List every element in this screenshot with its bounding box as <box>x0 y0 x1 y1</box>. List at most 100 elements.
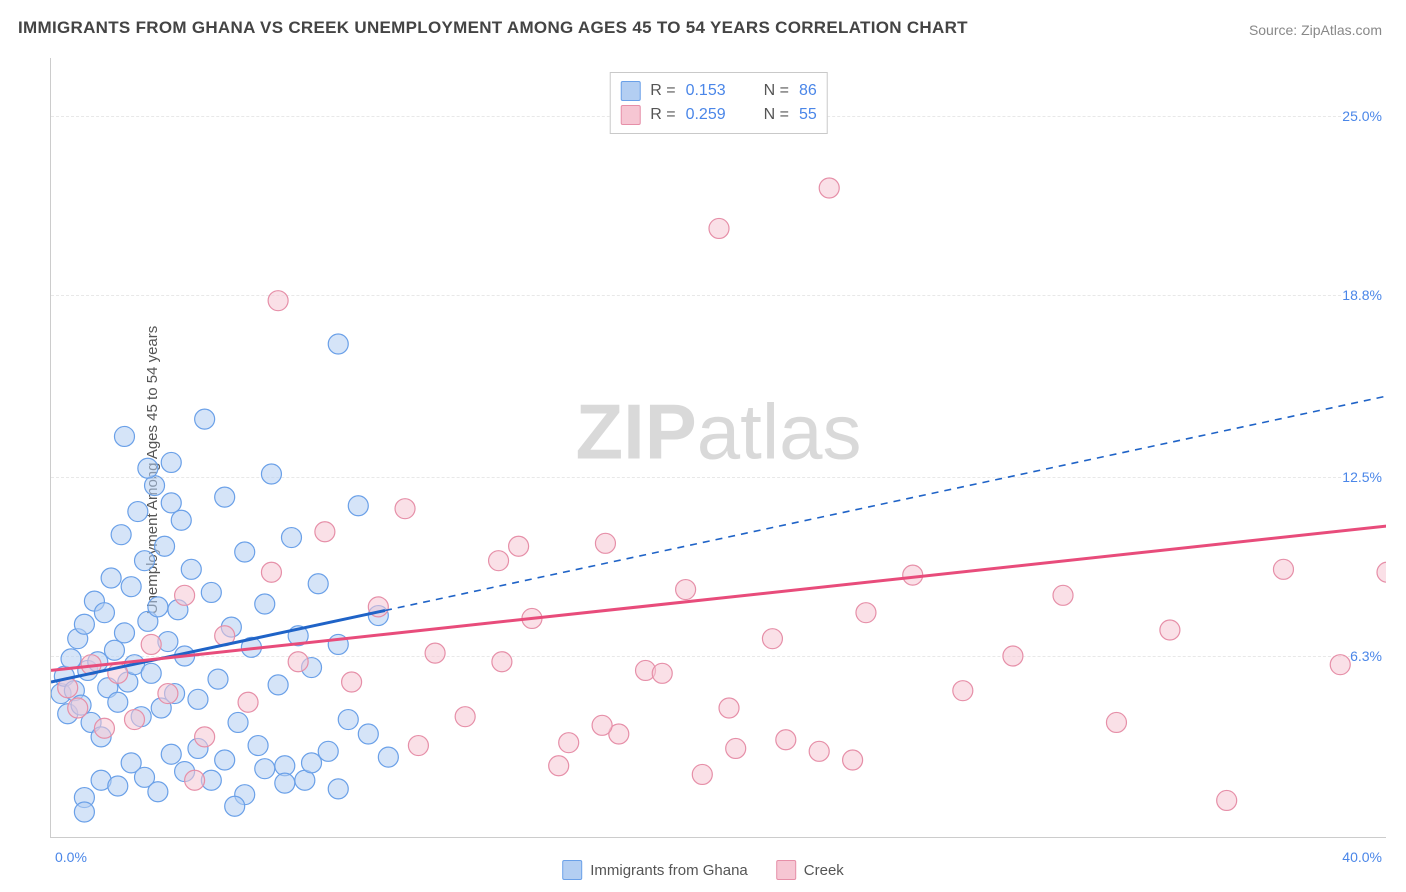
data-point <box>161 493 181 513</box>
data-point <box>953 681 973 701</box>
source-attribution: Source: ZipAtlas.com <box>1249 22 1382 38</box>
data-point <box>378 747 398 767</box>
data-point <box>692 764 712 784</box>
legend-swatch <box>562 860 582 880</box>
trend-line-dashed <box>385 396 1386 611</box>
stats-legend-row: R =0.259N =55 <box>620 103 817 127</box>
data-point <box>201 582 221 602</box>
data-point <box>101 568 121 588</box>
data-point <box>275 773 295 793</box>
data-point <box>74 802 94 822</box>
data-point <box>595 533 615 553</box>
legend-swatch <box>776 860 796 880</box>
data-point <box>215 750 235 770</box>
data-point <box>592 715 612 735</box>
legend-swatch <box>620 105 640 125</box>
data-point <box>318 741 338 761</box>
data-point <box>762 629 782 649</box>
stats-legend-row: R =0.153N =86 <box>620 79 817 103</box>
data-point <box>94 603 114 623</box>
data-point <box>215 487 235 507</box>
data-point <box>455 707 475 727</box>
data-point <box>108 776 128 796</box>
data-point <box>1377 562 1386 582</box>
data-point <box>1053 585 1073 605</box>
data-point <box>155 536 175 556</box>
data-point <box>819 178 839 198</box>
data-point <box>94 718 114 738</box>
data-point <box>425 643 445 663</box>
legend-item: Immigrants from Ghana <box>562 860 748 880</box>
chart-container: Unemployment Among Ages 45 to 54 years Z… <box>0 48 1406 892</box>
data-point <box>121 577 141 597</box>
data-point <box>195 409 215 429</box>
data-point <box>1160 620 1180 640</box>
data-point <box>128 502 148 522</box>
data-point <box>181 559 201 579</box>
r-value: 0.259 <box>686 106 726 124</box>
r-value: 0.153 <box>686 82 726 100</box>
x-tick-label: 40.0% <box>1342 849 1382 865</box>
data-point <box>255 594 275 614</box>
data-point <box>188 689 208 709</box>
plot-area: ZIPatlas R =0.153N =86R =0.259N =55 6.3%… <box>50 58 1386 838</box>
data-point <box>108 692 128 712</box>
data-point <box>1106 712 1126 732</box>
data-point <box>342 672 362 692</box>
data-point <box>148 597 168 617</box>
data-point <box>328 334 348 354</box>
data-point <box>61 649 81 669</box>
data-point <box>709 218 729 238</box>
n-value: 55 <box>799 106 817 124</box>
n-label: N = <box>764 82 789 100</box>
legend-label: Immigrants from Ghana <box>590 862 748 879</box>
data-point <box>161 744 181 764</box>
data-point <box>489 551 509 571</box>
data-point <box>148 782 168 802</box>
data-point <box>141 634 161 654</box>
data-point <box>114 623 134 643</box>
legend-swatch <box>620 81 640 101</box>
data-point <box>281 528 301 548</box>
data-point <box>288 652 308 672</box>
data-point <box>261 464 281 484</box>
data-point <box>228 712 248 732</box>
data-point <box>74 614 94 634</box>
data-point <box>1273 559 1293 579</box>
data-point <box>135 551 155 571</box>
data-point <box>195 727 215 747</box>
data-point <box>338 710 358 730</box>
series-legend: Immigrants from Ghana Creek <box>562 860 844 880</box>
data-point <box>1003 646 1023 666</box>
data-point <box>559 733 579 753</box>
data-point <box>408 736 428 756</box>
data-point <box>171 510 191 530</box>
legend-label: Creek <box>804 862 844 879</box>
data-point <box>114 426 134 446</box>
data-point <box>652 663 672 683</box>
data-point <box>549 756 569 776</box>
data-point <box>138 458 158 478</box>
data-point <box>261 562 281 582</box>
legend-item: Creek <box>776 860 844 880</box>
plot-svg <box>51 58 1386 837</box>
data-point <box>68 698 88 718</box>
r-label: R = <box>650 82 675 100</box>
data-point <box>328 779 348 799</box>
data-point <box>125 710 145 730</box>
data-point <box>509 536 529 556</box>
data-point <box>302 753 322 773</box>
data-point <box>809 741 829 761</box>
data-point <box>395 499 415 519</box>
data-point <box>235 542 255 562</box>
data-point <box>161 452 181 472</box>
data-point <box>175 585 195 605</box>
data-point <box>726 738 746 758</box>
data-point <box>315 522 335 542</box>
data-point <box>676 580 696 600</box>
data-point <box>308 574 328 594</box>
data-point <box>843 750 863 770</box>
data-point <box>208 669 228 689</box>
data-point <box>225 796 245 816</box>
data-point <box>268 291 288 311</box>
